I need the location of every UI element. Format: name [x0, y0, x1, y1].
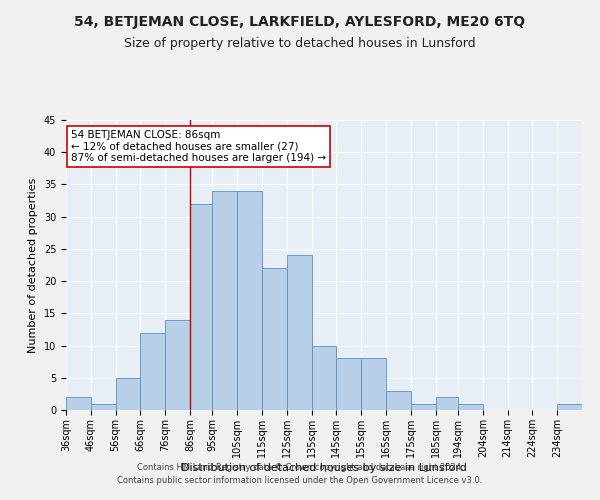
- Bar: [165, 320, 190, 410]
- Bar: [411, 404, 436, 410]
- Text: 54 BETJEMAN CLOSE: 86sqm
← 12% of detached houses are smaller (27)
87% of semi-d: 54 BETJEMAN CLOSE: 86sqm ← 12% of detach…: [71, 130, 326, 163]
- Bar: [212, 191, 237, 410]
- Bar: [287, 256, 311, 410]
- Bar: [557, 404, 582, 410]
- Bar: [311, 346, 337, 410]
- Bar: [190, 204, 212, 410]
- Bar: [91, 404, 116, 410]
- Y-axis label: Number of detached properties: Number of detached properties: [28, 178, 38, 352]
- Bar: [237, 191, 262, 410]
- Bar: [66, 397, 91, 410]
- Bar: [116, 378, 140, 410]
- Bar: [386, 390, 411, 410]
- X-axis label: Distribution of detached houses by size in Lunsford: Distribution of detached houses by size …: [181, 462, 467, 472]
- Bar: [436, 397, 458, 410]
- Bar: [337, 358, 361, 410]
- Bar: [458, 404, 483, 410]
- Bar: [140, 332, 165, 410]
- Bar: [361, 358, 386, 410]
- Bar: [262, 268, 287, 410]
- Text: Contains HM Land Registry data © Crown copyright and database right 2024.
Contai: Contains HM Land Registry data © Crown c…: [118, 464, 482, 485]
- Text: 54, BETJEMAN CLOSE, LARKFIELD, AYLESFORD, ME20 6TQ: 54, BETJEMAN CLOSE, LARKFIELD, AYLESFORD…: [74, 15, 526, 29]
- Text: Size of property relative to detached houses in Lunsford: Size of property relative to detached ho…: [124, 38, 476, 51]
